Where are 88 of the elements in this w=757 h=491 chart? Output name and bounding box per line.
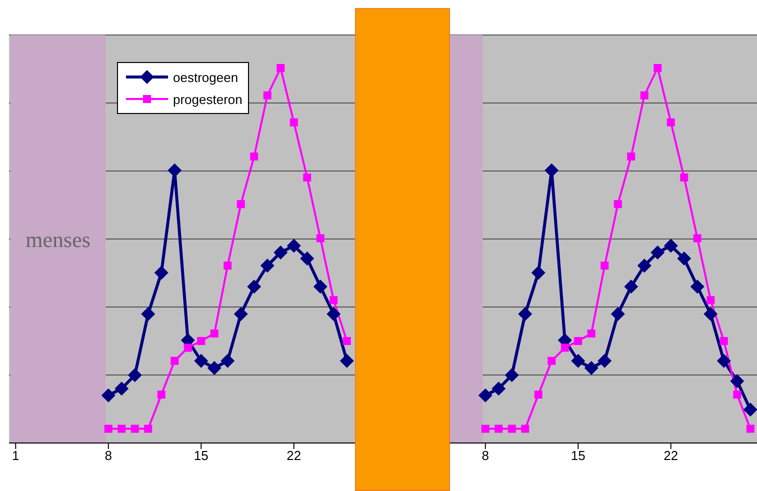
legend-label: progesteron <box>173 92 242 106</box>
point <box>690 280 704 294</box>
point <box>128 368 142 382</box>
point <box>508 424 516 433</box>
point <box>664 238 678 253</box>
point <box>316 234 324 242</box>
point <box>716 354 731 368</box>
point <box>693 234 702 242</box>
point <box>340 354 354 368</box>
legend-label: oestrogeen <box>173 70 238 84</box>
x-tick-label: 1 <box>12 448 20 464</box>
point <box>144 424 152 433</box>
point <box>290 118 298 126</box>
point <box>274 246 288 260</box>
point <box>194 354 208 368</box>
point <box>600 262 609 270</box>
point <box>263 91 272 100</box>
point <box>704 307 718 321</box>
point <box>303 174 312 182</box>
x-tick-label: 22 <box>664 448 678 464</box>
point <box>666 118 675 126</box>
point <box>236 200 245 208</box>
point <box>494 424 503 433</box>
point <box>521 424 530 433</box>
x-tick-label: 22 <box>286 448 302 464</box>
point <box>560 344 569 352</box>
point <box>746 424 754 433</box>
point <box>260 258 274 273</box>
point <box>637 258 652 273</box>
point <box>286 238 301 253</box>
point <box>224 262 232 270</box>
point <box>504 368 519 382</box>
point <box>141 307 156 321</box>
point <box>157 390 166 399</box>
point <box>720 337 728 345</box>
point <box>584 361 598 375</box>
point <box>210 330 218 338</box>
point <box>101 388 116 402</box>
point <box>571 354 586 368</box>
point <box>250 152 258 160</box>
band-label: menses <box>26 226 90 252</box>
point <box>677 252 692 266</box>
point <box>220 354 235 368</box>
point <box>170 356 179 365</box>
point <box>154 266 168 280</box>
point <box>276 64 285 72</box>
point <box>627 152 636 160</box>
point <box>610 307 625 321</box>
point <box>548 356 556 365</box>
point <box>326 307 341 321</box>
point <box>654 64 662 72</box>
point <box>733 390 742 399</box>
point <box>624 280 638 294</box>
point <box>544 163 559 178</box>
point <box>587 330 596 338</box>
point <box>492 382 506 396</box>
point <box>706 296 715 304</box>
point <box>330 296 338 304</box>
point <box>114 382 129 396</box>
point <box>730 374 744 388</box>
point <box>342 337 351 345</box>
point <box>300 252 314 266</box>
point <box>640 91 648 100</box>
point <box>197 337 206 345</box>
point <box>234 307 248 321</box>
point <box>518 307 532 321</box>
point <box>168 163 182 178</box>
x-tick-label: 15 <box>570 448 586 464</box>
x-tick-label: 8 <box>104 448 112 464</box>
point <box>531 266 546 280</box>
point <box>680 174 688 182</box>
point <box>614 200 622 208</box>
point <box>313 280 328 294</box>
point <box>118 424 126 433</box>
point <box>481 424 490 433</box>
point <box>743 402 757 417</box>
point <box>130 424 139 433</box>
x-tick-label: 8 <box>482 448 489 464</box>
point <box>184 344 192 352</box>
point <box>598 354 612 368</box>
point <box>650 246 665 260</box>
point <box>478 388 492 402</box>
point <box>104 424 112 433</box>
point <box>207 361 222 375</box>
point <box>247 280 262 294</box>
x-tick-label: 15 <box>194 448 208 464</box>
point <box>574 337 582 345</box>
point <box>534 390 542 399</box>
